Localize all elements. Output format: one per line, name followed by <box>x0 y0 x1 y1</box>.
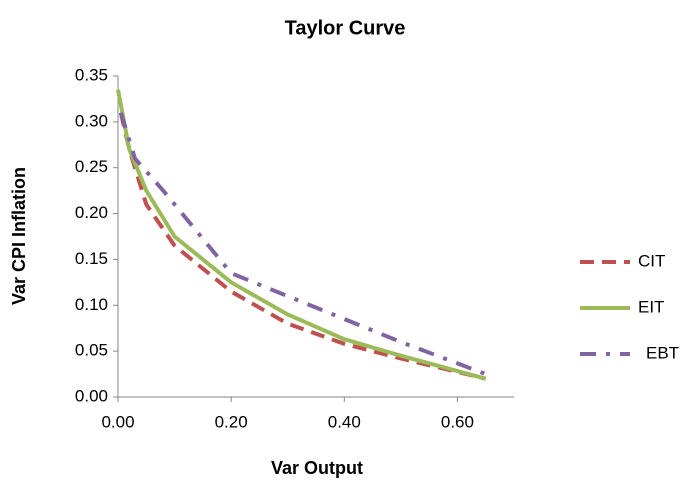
y-axis-label: Var CPI Inflation <box>9 167 29 305</box>
y-tick-label: 0.25 <box>75 157 108 176</box>
x-tick-label: 0.20 <box>215 412 248 431</box>
x-axis-label: Var Output <box>271 458 363 478</box>
x-tick-label: 0.40 <box>328 412 361 431</box>
series-line <box>116 89 487 381</box>
series-line <box>118 112 487 381</box>
legend-label: EIT <box>638 297 664 316</box>
series-line <box>118 112 487 376</box>
legend-label: CIT <box>638 251 665 270</box>
x-tick-label: 0.00 <box>101 412 134 431</box>
y-tick-label: 0.00 <box>75 386 108 405</box>
y-tick-label: 0.10 <box>75 295 108 314</box>
y-tick-label: 0.05 <box>75 341 108 360</box>
y-tick-label: 0.30 <box>75 111 108 130</box>
chart-title: Taylor Curve <box>285 17 406 39</box>
y-tick-label: 0.20 <box>75 203 108 222</box>
y-tick-label: 0.15 <box>75 249 108 268</box>
x-tick-label: 0.60 <box>441 412 474 431</box>
y-tick-label: 0.35 <box>75 65 108 84</box>
legend-label: EBT <box>646 343 679 362</box>
